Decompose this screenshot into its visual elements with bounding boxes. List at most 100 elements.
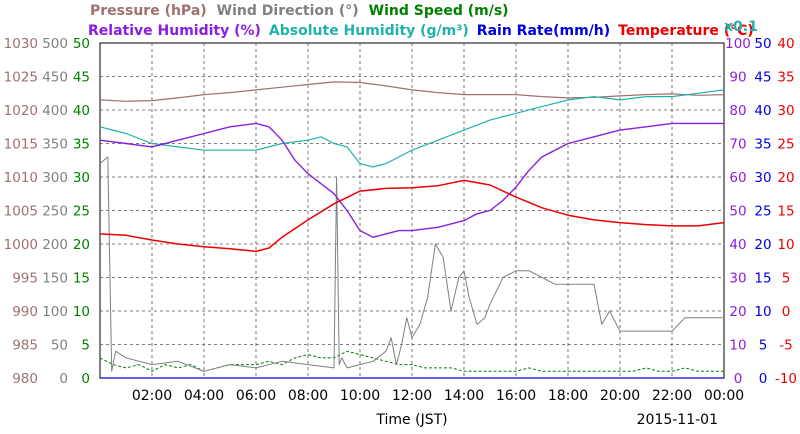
- tick-pressure: 990: [12, 304, 38, 320]
- tick-pressure: 1010: [4, 170, 38, 186]
- tick-temperature: 35: [777, 70, 794, 86]
- x-tick-label: 20:00: [600, 388, 640, 404]
- tick-rain-rate: 20: [754, 237, 771, 253]
- date-label: 2015-11-01: [637, 412, 718, 428]
- series-relative-humidity: [99, 122, 724, 239]
- tick-rain-rate: 45: [754, 70, 771, 86]
- tick-wind-speed: 25: [73, 204, 90, 220]
- tick-wind-speed: 50: [73, 36, 90, 52]
- legend-row-1: Pressure (hPa) Wind Direction (°) Wind Spe…: [90, 3, 509, 19]
- tick-temperature: 25: [777, 137, 794, 153]
- x-tick-label: 18:00: [548, 388, 588, 404]
- tick-wind-direction: 250: [42, 204, 68, 220]
- x-tick-label: 14:00: [444, 388, 484, 404]
- x-tick-label: 22:00: [652, 388, 692, 404]
- legend-entry: Relative Humidity (%): [88, 23, 261, 39]
- tick-rain-rate: 40: [754, 103, 771, 119]
- bottom-labels: Time (JST) 2015-11-01: [375, 412, 718, 428]
- tick-temperature: 30: [777, 103, 794, 119]
- grid: [100, 43, 724, 378]
- tick-relative-humidity: 50: [729, 204, 746, 220]
- tick-pressure: 995: [12, 271, 38, 287]
- tick-relative-humidity: 10: [729, 338, 746, 354]
- tick-temperature: -10: [775, 371, 797, 387]
- axes: 9809859909951000100510101015102010251030…: [4, 36, 797, 404]
- tick-relative-humidity: 0: [734, 371, 743, 387]
- tick-temperature: 15: [777, 204, 794, 220]
- series-wind-direction: [99, 156, 724, 372]
- tick-pressure: 980: [12, 371, 38, 387]
- tick-relative-humidity: 60: [729, 170, 746, 186]
- tick-relative-humidity: 80: [729, 103, 746, 119]
- x-tick-label: 00:00: [704, 388, 744, 404]
- tick-pressure: 1020: [4, 103, 38, 119]
- tick-temperature: 0: [782, 304, 791, 320]
- tick-relative-humidity: 30: [729, 271, 746, 287]
- series-layer: [99, 81, 725, 379]
- scale-note: x0.1: [724, 19, 758, 35]
- tick-temperature: 5: [782, 271, 791, 287]
- tick-wind-direction: 50: [51, 338, 68, 354]
- x-tick-label: 10:00: [340, 388, 380, 404]
- tick-temperature: 40: [777, 36, 794, 52]
- tick-pressure: 1025: [4, 70, 38, 86]
- tick-wind-direction: 300: [42, 170, 68, 186]
- tick-rain-rate: 5: [759, 338, 768, 354]
- tick-wind-speed: 30: [73, 170, 90, 186]
- tick-wind-speed: 45: [73, 70, 90, 86]
- x-axis-title: Time (JST): [375, 412, 447, 428]
- tick-wind-speed: 0: [81, 371, 90, 387]
- tick-rain-rate: 50: [754, 36, 771, 52]
- tick-relative-humidity: 70: [729, 137, 746, 153]
- tick-wind-direction: 400: [42, 103, 68, 119]
- tick-relative-humidity: 90: [729, 70, 746, 86]
- tick-wind-speed: 10: [73, 304, 90, 320]
- legend-entry: Wind Direction (°): [217, 3, 359, 19]
- tick-wind-direction: 450: [42, 70, 68, 86]
- tick-wind-direction: 350: [42, 137, 68, 153]
- x-tick-label: 12:00: [392, 388, 432, 404]
- tick-wind-speed: 20: [73, 237, 90, 253]
- tick-pressure: 1015: [4, 137, 38, 153]
- x-tick-label: 02:00: [132, 388, 172, 404]
- tick-wind-speed: 15: [73, 271, 90, 287]
- tick-wind-speed: 40: [73, 103, 90, 119]
- tick-rain-rate: 35: [754, 137, 771, 153]
- legend-entry: Temperature (°C): [618, 23, 754, 39]
- series-absolute-humidity: [99, 89, 725, 168]
- tick-rain-rate: 10: [754, 304, 771, 320]
- series-pressure: [99, 81, 725, 102]
- tick-wind-speed: 35: [73, 137, 90, 153]
- legend-row-2: Relative Humidity (%) Absolute Humidity (…: [88, 23, 754, 39]
- series-temperature: [99, 179, 725, 253]
- tick-temperature: 20: [777, 170, 794, 186]
- legend-entry: Wind Speed (m/s): [369, 3, 509, 19]
- legend-entry: Pressure (hPa): [90, 3, 207, 19]
- tick-wind-direction: 500: [42, 36, 68, 52]
- tick-temperature: 10: [777, 237, 794, 253]
- tick-pressure: 1000: [4, 237, 38, 253]
- legend: Pressure (hPa) Wind Direction (°) Wind Spe…: [88, 3, 758, 39]
- tick-rain-rate: 15: [754, 271, 771, 287]
- tick-wind-direction: 0: [59, 371, 68, 387]
- tick-wind-direction: 200: [42, 237, 68, 253]
- tick-pressure: 1005: [4, 204, 38, 220]
- x-tick-label: 16:00: [496, 388, 536, 404]
- x-tick-label: 06:00: [236, 388, 276, 404]
- tick-rain-rate: 30: [754, 170, 771, 186]
- tick-relative-humidity: 100: [725, 36, 751, 52]
- tick-wind-direction: 150: [42, 271, 68, 287]
- tick-pressure: 985: [12, 338, 38, 354]
- tick-pressure: 1030: [4, 36, 38, 52]
- tick-rain-rate: 0: [759, 371, 768, 387]
- tick-temperature: -5: [779, 338, 792, 354]
- legend-entry: Rain Rate(mm/h): [477, 23, 610, 39]
- tick-relative-humidity: 20: [729, 304, 746, 320]
- x-tick-label: 04:00: [184, 388, 224, 404]
- tick-wind-direction: 100: [42, 304, 68, 320]
- tick-relative-humidity: 40: [729, 237, 746, 253]
- x-tick-label: 08:00: [288, 388, 328, 404]
- tick-wind-speed: 5: [81, 338, 90, 354]
- legend-entry: Absolute Humidity (g/m³): [269, 23, 469, 39]
